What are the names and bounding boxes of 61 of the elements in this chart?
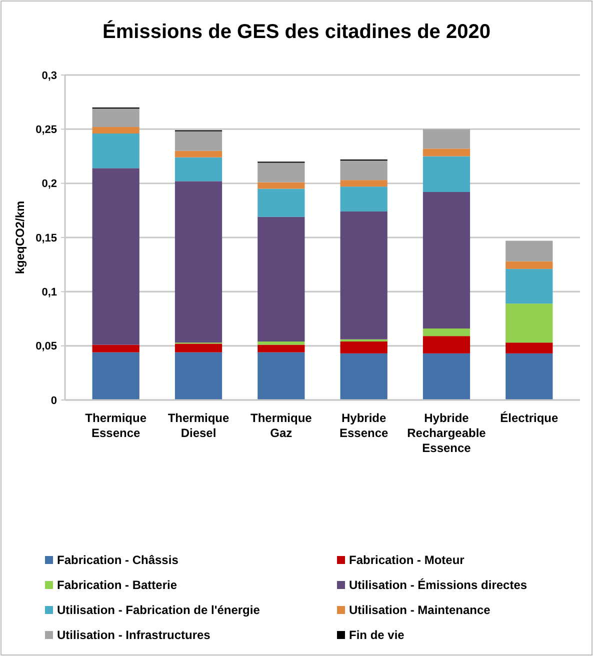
bar: [506, 342, 553, 354]
y-axis-title: kgeqCO2/km: [13, 200, 27, 274]
bar: [258, 188, 305, 217]
y-tick-label: 0,05: [36, 340, 57, 353]
bar: [422, 353, 470, 400]
bar: [258, 344, 305, 352]
bar: [340, 342, 388, 354]
bar: [340, 353, 388, 400]
bar: [422, 192, 470, 328]
legend-label: Utilisation - Infrastructures: [57, 628, 211, 642]
x-tick-label: Hybride Essence: [339, 411, 389, 440]
y-tick-label: 0,3: [42, 70, 57, 82]
bar: [422, 156, 470, 192]
legend-label: Fabrication - Moteur: [349, 553, 465, 568]
bar: [258, 352, 305, 400]
bar: [92, 344, 140, 352]
bar: [506, 268, 553, 304]
bar: [506, 304, 553, 343]
y-tick-label: 0,25: [36, 124, 57, 136]
bar: [174, 181, 222, 343]
bar: [422, 129, 470, 149]
bar: [340, 186, 388, 212]
bar: [506, 353, 553, 400]
bar: [258, 216, 305, 342]
bar: [174, 150, 222, 158]
bar: [174, 352, 222, 400]
bar: [258, 162, 305, 182]
bar: [422, 148, 470, 156]
bar: [340, 180, 388, 187]
bar: [92, 168, 140, 345]
bar: [92, 134, 140, 168]
bar: [340, 212, 388, 340]
bar: [340, 160, 388, 180]
chart-title: Émissions de GES des citadines de 2020: [102, 20, 490, 43]
y-tick-label: 0,2: [42, 178, 57, 190]
x-tick-label: Hybride Rechargeable Essence: [407, 411, 486, 455]
legend-label: Utilisation - Émissions directes: [349, 578, 528, 592]
bar: [506, 240, 553, 262]
bar: [92, 352, 140, 400]
legend-label: Utilisation - Maintenance: [349, 603, 491, 618]
bar: [506, 261, 553, 269]
x-tick-label: Thermique Gaz: [250, 411, 312, 440]
bar: [258, 182, 305, 189]
x-tick-label: Thermique Diesel: [168, 411, 230, 440]
bar: [174, 131, 222, 151]
y-tick-label: 0,1: [42, 286, 57, 299]
bar: [422, 328, 470, 336]
legend-label: Fabrication - Châssis: [57, 553, 179, 568]
x-tick-label: Thermique Essence: [85, 411, 147, 440]
bar: [422, 336, 470, 354]
bar: [258, 342, 305, 345]
bar: [174, 157, 222, 182]
bar: [92, 127, 140, 134]
bar: [92, 108, 140, 127]
legend-label: Fin de vie: [349, 628, 405, 642]
x-tick-label: Électrique: [500, 411, 558, 425]
y-tick-label: 0,15: [36, 232, 57, 244]
bar: [174, 344, 222, 352]
y-tick-label: 0: [50, 394, 57, 407]
legend-label: Fabrication - Batterie: [57, 578, 178, 592]
legend-label: Utilisation - Fabrication de l'énergie: [57, 603, 260, 618]
